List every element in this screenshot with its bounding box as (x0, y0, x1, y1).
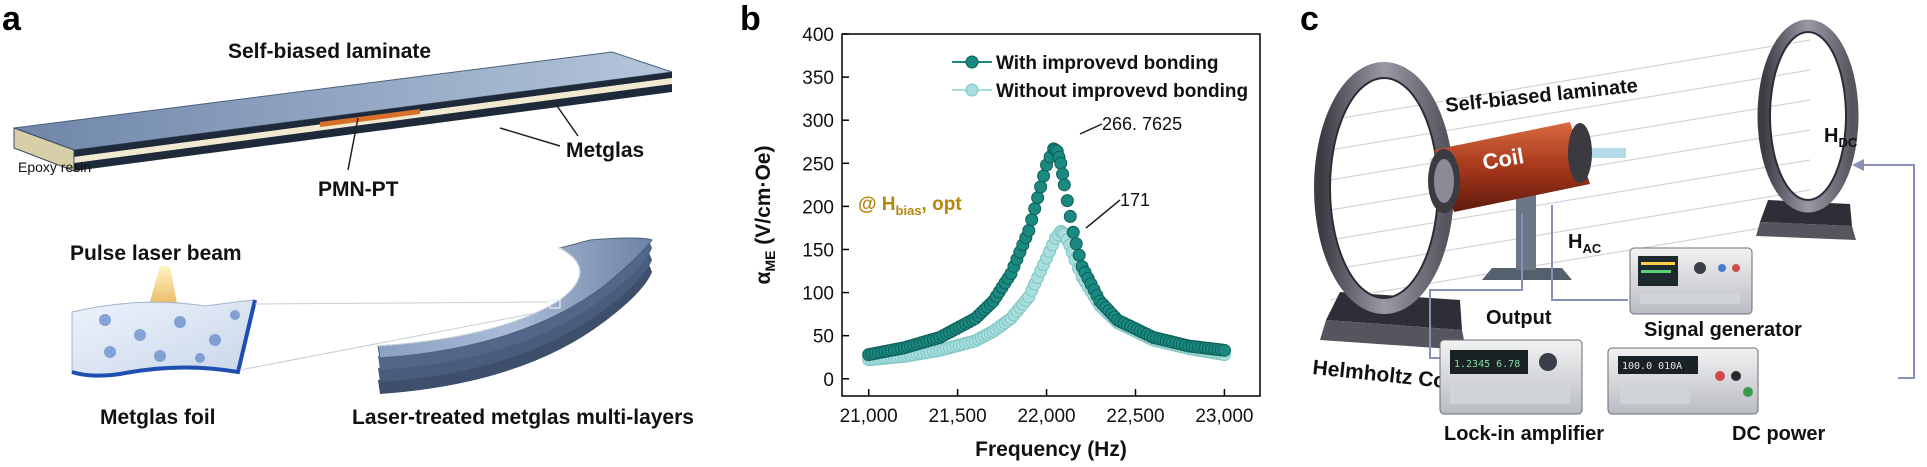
hdc-arrow (1852, 159, 1864, 171)
pmn-label: PMN-PT (318, 178, 399, 201)
legend: With improvevd bonding Without improvevd… (952, 53, 1248, 102)
data-point-with-bonding (1054, 156, 1068, 170)
y-tick-label: 350 (802, 68, 834, 89)
connection-wires (1429, 164, 1915, 379)
x-axis-label: Frequency (Hz) (975, 438, 1127, 461)
panel-c-illustration: c Helmholtz Coil Coil Self-biased lamin (1300, 0, 1915, 445)
series-with-bonding (862, 142, 1231, 362)
legend-label-without: Without improvevd bonding (996, 81, 1248, 102)
y-tick-label: 200 (802, 197, 834, 218)
x-tick-label: 22,000 (1017, 406, 1075, 427)
x-tick-label: 23,000 (1195, 406, 1253, 427)
plot-frame (841, 33, 1261, 397)
metglas-label: Metglas (566, 139, 644, 162)
data-point-with-bonding (1031, 191, 1045, 205)
signal-generator (1629, 247, 1753, 315)
foil-label: Metglas foil (100, 406, 216, 429)
peak2-pointer (1085, 199, 1121, 229)
data-point-with-bonding (1066, 225, 1080, 239)
hdc-label: HDC (1824, 125, 1858, 150)
hac-label: HAC (1568, 231, 1602, 256)
dc-label: DC power (1732, 423, 1826, 445)
data-point-with-bonding (1034, 180, 1048, 194)
lock-in-amplifier: 1.2345 6.78 (1439, 339, 1583, 415)
legend-label-with: With improvevd bonding (996, 53, 1219, 74)
y-tick-label: 50 (813, 327, 834, 348)
peak1-label: 266. 7625 (1102, 114, 1182, 134)
x-tick-label: 22,500 (1106, 406, 1164, 427)
data-point-with-bonding (1028, 202, 1042, 216)
panel-a-letter: a (2, 0, 22, 38)
data-point-with-bonding (1063, 209, 1077, 223)
laminate-title: Self-biased laminate (228, 40, 431, 63)
epoxy-label: Epoxy resin (18, 159, 91, 175)
panel-c-letter: c (1300, 0, 1319, 38)
lockin-label: Lock-in amplifier (1444, 423, 1604, 445)
helmholtz-coil-right (1756, 19, 1859, 240)
hdc-label-main: H (1824, 125, 1838, 147)
dc-power-supply: 100.0 010A (1607, 347, 1759, 415)
peak1-pointer (1079, 123, 1103, 135)
bias-annotation-tail: , opt (922, 194, 963, 215)
panel-b-letter: b (740, 0, 761, 38)
y-tick-label: 100 (802, 284, 834, 305)
zoom-line-bottom (239, 309, 553, 371)
coil-laminate-label: Self-biased laminate (1444, 75, 1639, 117)
metglas-multilayers (377, 237, 653, 394)
y-axis-label-tail: (V/cm·Oe) (752, 146, 775, 251)
data-point-with-bonding (1025, 213, 1039, 227)
bias-annotation: @ Hbias, opt (858, 194, 962, 218)
y-tick-label: 400 (802, 25, 834, 46)
y-tick-label: 0 (823, 370, 834, 391)
y-axis-label: αME (V/cm·Oe) (752, 146, 778, 285)
hac-label-main: H (1568, 231, 1582, 253)
lockin-screen-text: 1.2345 6.78 (1454, 359, 1520, 370)
dc-screen-text: 100.0 010A (1622, 361, 1682, 372)
data-point-with-bonding (1060, 194, 1074, 208)
zoom-line-top (254, 301, 549, 305)
peak2-label: 171 (1120, 190, 1150, 210)
multilayer-label: Laser-treated metglas multi-layers (352, 406, 694, 429)
y-axis-label-sub: ME (762, 251, 778, 272)
coil-assembly (1428, 122, 1626, 280)
metglas-foil (71, 299, 257, 378)
helmholtz-label: Helmholtz Coil (1311, 356, 1458, 394)
self-biased-laminate (13, 51, 673, 172)
data-point-with-bonding (1022, 224, 1036, 238)
panel-a: a Self-biased laminate Epoxy resin PMN-P… (0, 0, 760, 467)
legend-marker-without (965, 83, 979, 97)
data-point-with-bonding (1217, 343, 1231, 357)
y-tick-label: 300 (802, 111, 834, 132)
legend-marker-with (965, 55, 979, 69)
panel-a-illustration: a Self-biased laminate Epoxy resin PMN-P… (2, 0, 694, 429)
y-tick-label: 150 (802, 240, 834, 261)
panel-c: c Helmholtz Coil Coil Self-biased lamin (1290, 0, 1927, 467)
x-axis-ticks: 21,000 21,500 22,000 22,500 23,000 (840, 389, 1253, 427)
panel-b: b 0 50 100 150 200 250 300 350 400 21,000 21,500 2… (730, 0, 1290, 467)
hdc-label-sub: DC (1838, 135, 1857, 150)
output-label: Output (1486, 307, 1552, 329)
data-point-with-bonding (1037, 169, 1051, 183)
metglas-pointer-2 (554, 102, 579, 137)
metglas-pointer-1 (499, 127, 561, 147)
hac-label-sub: AC (1582, 241, 1601, 256)
data-point-with-bonding (1069, 237, 1083, 251)
y-tick-label: 250 (802, 154, 834, 175)
bias-annotation-main: @ H (858, 194, 896, 215)
pulse-label: Pulse laser beam (70, 242, 242, 265)
data-point-with-bonding (1056, 167, 1070, 181)
y-axis-label-main: α (752, 271, 775, 284)
data-point-with-bonding (1057, 178, 1071, 192)
signal-label: Signal generator (1644, 319, 1802, 341)
bias-annotation-sub: bias (896, 203, 922, 218)
pmn-pointer (347, 117, 359, 171)
y-axis-ticks: 0 50 100 150 200 250 300 350 400 (802, 25, 849, 391)
x-tick-label: 21,500 (929, 406, 987, 427)
data-point-with-bonding (1072, 248, 1086, 262)
x-tick-label: 21,000 (840, 406, 898, 427)
